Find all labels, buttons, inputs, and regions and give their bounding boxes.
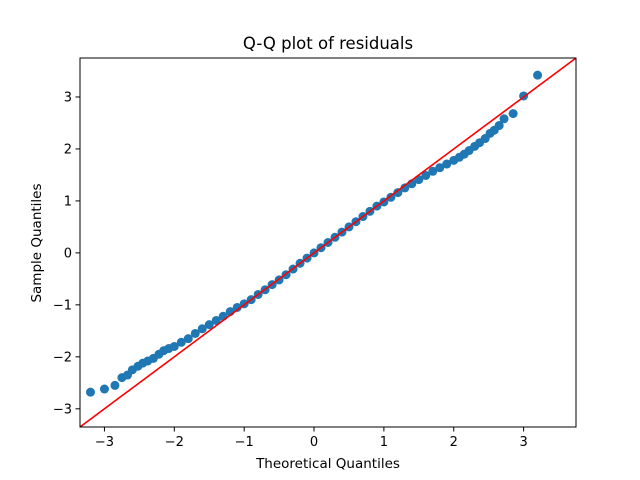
y-tick-label: −3 <box>53 402 72 417</box>
axes-frame <box>79 57 577 428</box>
data-point <box>393 188 403 198</box>
y-tick-label: −2 <box>53 350 72 365</box>
x-tick-label: −3 <box>95 435 114 450</box>
y-tick-label: −1 <box>53 298 72 313</box>
y-tick-label: 0 <box>64 246 72 261</box>
data-point <box>190 328 200 338</box>
data-point <box>110 380 120 390</box>
x-tick-label: 1 <box>380 435 388 450</box>
data-point <box>197 324 207 334</box>
data-point <box>400 183 410 193</box>
data-point <box>183 334 193 344</box>
data-point <box>499 114 509 124</box>
data-point <box>99 384 109 394</box>
x-tick-label: −1 <box>235 435 254 450</box>
x-tick-label: −2 <box>165 435 184 450</box>
data-point <box>428 166 438 176</box>
data-point <box>169 341 179 351</box>
data-point <box>435 163 445 173</box>
data-point <box>494 121 504 131</box>
data-point <box>176 337 186 347</box>
chart-title: Q-Q plot of residuals <box>243 34 413 53</box>
y-tick-label: 1 <box>64 194 72 209</box>
reference-line <box>80 58 576 427</box>
x-axis-label: Theoretical Quantiles <box>255 456 400 472</box>
x-tick-label: 3 <box>519 435 527 450</box>
data-point <box>421 170 431 180</box>
y-axis-label: Sample Quantiles <box>29 183 45 302</box>
y-tick-label: 2 <box>64 142 72 157</box>
data-point <box>533 70 543 80</box>
plot-area: −3 −2 −1 0 1 2 3 −3 −2 −1 0 1 2 3 <box>53 57 577 450</box>
data-point <box>232 302 242 312</box>
data-point <box>85 387 95 397</box>
y-tick-label: 3 <box>64 90 72 105</box>
data-point <box>204 320 214 330</box>
x-tick-label: 0 <box>310 435 318 450</box>
data-point <box>211 315 221 325</box>
data-point <box>508 109 518 119</box>
data-point <box>442 159 452 169</box>
x-tick-label: 2 <box>450 435 458 450</box>
